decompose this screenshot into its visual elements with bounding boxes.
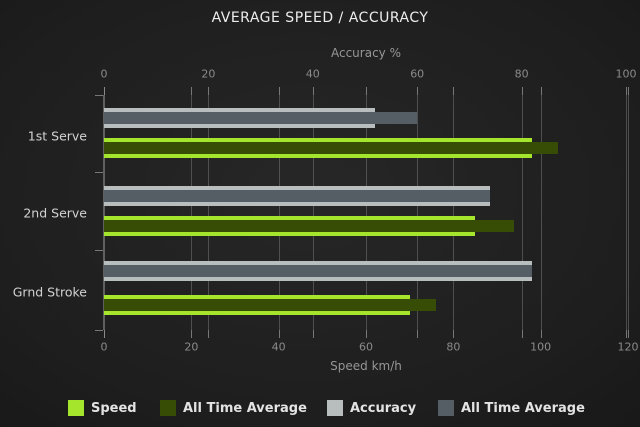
tick-mark-accuracy-top [626, 87, 627, 95]
tick-mark-speed-top [628, 87, 629, 95]
legend-label: All Time Average [461, 400, 585, 416]
top-tick-label: 0 [100, 67, 108, 81]
legend-swatch [438, 400, 454, 416]
legend-swatch [68, 400, 84, 416]
bar-all-time-average-overlay-1st-serve[interactable] [104, 142, 559, 154]
tick-mark-speed-top [366, 87, 367, 95]
tick-mark-accuracy-bottom [312, 330, 314, 338]
tick-mark-accuracy-top [417, 87, 419, 95]
tick-mark-accuracy-bottom [521, 330, 523, 338]
bottom-tick-label: 40 [271, 340, 286, 354]
tick-mark-category [95, 172, 103, 173]
tick-mark-accuracy-top [521, 87, 523, 95]
tick-mark-speed-bottom [628, 330, 629, 338]
bottom-tick-label: 0 [100, 340, 108, 354]
tick-mark-accuracy-bottom [626, 330, 627, 338]
tick-mark-speed-bottom [453, 330, 455, 338]
legend-item-accuracy-2[interactable]: Accuracy [327, 400, 416, 416]
tick-mark-accuracy-top [312, 87, 314, 95]
tick-mark-accuracy-bottom [417, 330, 419, 338]
bottom-tick-label: 120 [617, 340, 639, 354]
tick-mark-accuracy-bottom [208, 330, 210, 338]
gridline-speed [628, 95, 629, 330]
bar-all-time-average-overlay-2nd-serve[interactable] [104, 190, 491, 202]
category-label: 1st Serve [27, 128, 87, 144]
top-axis-title: Accuracy % [330, 46, 402, 60]
top-tick-label: 100 [615, 67, 637, 81]
tick-mark-speed-top [453, 87, 455, 95]
gridline-speed [453, 95, 455, 330]
top-tick-label: 20 [201, 67, 216, 81]
gridline-speed [278, 95, 280, 330]
bar-all-time-average-overlay-grnd-stroke[interactable] [104, 299, 436, 311]
chart-title: AVERAGE SPEED / ACCURACY [211, 10, 429, 26]
tick-mark-accuracy-bottom [104, 330, 105, 338]
bar-all-time-average-overlay-2nd-serve[interactable] [104, 220, 515, 232]
bottom-tick-label: 80 [446, 340, 461, 354]
gridline-speed [191, 95, 193, 330]
tick-mark-category [95, 95, 103, 96]
legend-item-speed-0[interactable]: Speed [68, 400, 137, 416]
legend-swatch [327, 400, 343, 416]
legend-item-all-time-average-3[interactable]: All Time Average [438, 400, 585, 416]
y-axis-line [103, 95, 105, 330]
legend-label: All Time Average [183, 400, 307, 416]
tick-mark-speed-bottom [366, 330, 367, 338]
bar-all-time-average-overlay-1st-serve[interactable] [104, 112, 418, 124]
bottom-axis-title: Speed km/h [330, 359, 402, 373]
tick-mark-speed-top [278, 87, 280, 95]
category-label: 2nd Serve [23, 205, 87, 221]
tick-mark-speed-top [540, 87, 542, 95]
gridline-accuracy [521, 95, 523, 330]
category-label: Grnd Stroke [12, 284, 87, 300]
tick-mark-category [95, 250, 103, 251]
legend-label: Speed [91, 400, 137, 416]
gridline-accuracy [626, 95, 627, 330]
tick-mark-accuracy-top [104, 87, 105, 95]
top-tick-label: 40 [305, 67, 320, 81]
legend-swatch [160, 400, 176, 416]
bar-all-time-average-overlay-grnd-stroke[interactable] [104, 265, 533, 277]
legend-item-all-time-average-1[interactable]: All Time Average [160, 400, 307, 416]
tick-mark-category [95, 330, 103, 331]
tick-mark-speed-top [191, 87, 193, 95]
bottom-tick-label: 20 [184, 340, 199, 354]
gridline-speed [366, 95, 367, 330]
legend-label: Accuracy [350, 400, 417, 416]
gridline-speed [540, 95, 542, 330]
gridline-accuracy [417, 95, 419, 330]
gridline-accuracy [312, 95, 314, 330]
tick-mark-speed-bottom [540, 330, 542, 338]
bottom-tick-label: 60 [359, 340, 373, 354]
tick-mark-accuracy-top [208, 87, 210, 95]
top-tick-label: 80 [514, 67, 529, 81]
tick-mark-speed-bottom [278, 330, 280, 338]
gridline-accuracy [208, 95, 210, 330]
top-tick-label: 60 [410, 67, 425, 81]
bottom-tick-label: 100 [530, 340, 552, 354]
tick-mark-speed-bottom [191, 330, 193, 338]
